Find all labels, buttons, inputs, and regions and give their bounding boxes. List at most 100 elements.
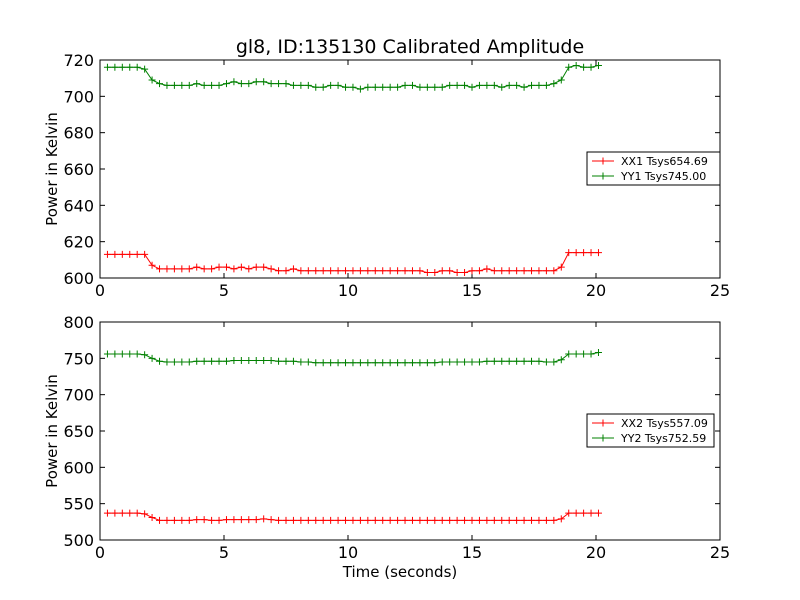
data-point xyxy=(364,267,372,275)
data-point xyxy=(170,358,178,366)
data-point xyxy=(178,81,186,89)
data-point xyxy=(505,81,513,89)
data-point xyxy=(468,516,476,524)
data-point xyxy=(565,63,573,71)
data-point xyxy=(304,358,312,366)
data-point xyxy=(401,516,409,524)
data-point xyxy=(237,357,245,365)
data-point xyxy=(475,516,483,524)
data-point xyxy=(111,509,119,517)
data-point xyxy=(371,267,379,275)
data-point xyxy=(528,516,536,524)
data-point xyxy=(215,263,223,271)
data-point xyxy=(275,80,283,88)
data-point xyxy=(327,516,335,524)
data-point xyxy=(282,267,290,275)
data-point xyxy=(193,357,201,365)
data-point xyxy=(297,516,305,524)
data-point xyxy=(111,350,119,358)
data-point xyxy=(498,83,506,91)
legend-marker xyxy=(599,157,607,165)
data-point xyxy=(557,76,565,84)
data-point xyxy=(453,358,461,366)
data-point xyxy=(103,250,111,258)
x-tick-label: 10 xyxy=(338,543,358,562)
data-point xyxy=(594,349,602,357)
data-point xyxy=(312,267,320,275)
data-point xyxy=(475,81,483,89)
y-axis-label: Power in Kelvin xyxy=(43,112,61,226)
data-point xyxy=(222,80,230,88)
y-tick-label: 500 xyxy=(63,531,94,550)
data-point xyxy=(371,83,379,91)
data-point xyxy=(587,350,595,358)
data-point xyxy=(319,267,327,275)
data-point xyxy=(379,267,387,275)
series-yy xyxy=(103,349,602,367)
data-point xyxy=(200,265,208,273)
data-point xyxy=(408,359,416,367)
data-point xyxy=(431,83,439,91)
data-point xyxy=(141,250,149,258)
data-point xyxy=(170,81,178,89)
data-point xyxy=(156,80,164,88)
data-point xyxy=(528,81,536,89)
data-point xyxy=(334,81,342,89)
data-point xyxy=(334,516,342,524)
data-point xyxy=(215,516,223,524)
data-point xyxy=(304,516,312,524)
data-point xyxy=(542,81,550,89)
data-point xyxy=(148,261,156,269)
data-point xyxy=(408,267,416,275)
data-point xyxy=(535,516,543,524)
data-point xyxy=(528,357,536,365)
data-point xyxy=(133,509,141,517)
data-point xyxy=(349,516,357,524)
data-point xyxy=(230,78,238,86)
data-point xyxy=(535,267,543,275)
data-point xyxy=(468,83,476,91)
data-point xyxy=(475,358,483,366)
data-point xyxy=(572,61,580,69)
data-point xyxy=(245,265,253,273)
data-point xyxy=(580,350,588,358)
data-point xyxy=(416,359,424,367)
data-point xyxy=(483,357,491,365)
data-point xyxy=(461,269,469,277)
y-tick-label: 720 xyxy=(63,51,94,70)
legend: XX2 Tsys557.09 YY2 Tsys752.59 xyxy=(586,413,715,448)
data-point xyxy=(275,516,283,524)
y-tick-label: 700 xyxy=(63,386,94,405)
data-point xyxy=(446,358,454,366)
data-point xyxy=(438,83,446,91)
legend-label: XX1 Tsys654.69 xyxy=(621,155,708,168)
data-point xyxy=(156,265,164,273)
data-point xyxy=(111,63,119,71)
data-point xyxy=(587,63,595,71)
x-tick-label: 20 xyxy=(586,281,606,300)
data-point xyxy=(289,516,297,524)
legend-marker xyxy=(599,172,607,180)
data-point xyxy=(304,267,312,275)
x-tick-label: 15 xyxy=(462,543,482,562)
top-chart-panel: 0 5 10 15 20 25 600 620 640 660 680 700 720 Power in … xyxy=(43,51,730,300)
data-point xyxy=(319,359,327,367)
data-point xyxy=(118,509,126,517)
data-point xyxy=(572,350,580,358)
x-tick-label: 0 xyxy=(95,543,105,562)
y-tick-label: 600 xyxy=(63,269,94,288)
data-point xyxy=(312,359,320,367)
data-point xyxy=(252,516,260,524)
data-point xyxy=(133,63,141,71)
data-point xyxy=(550,516,558,524)
data-point xyxy=(394,516,402,524)
data-point xyxy=(260,78,268,86)
data-point xyxy=(208,516,216,524)
data-point xyxy=(528,267,536,275)
legend-label: XX2 Tsys557.09 xyxy=(621,417,708,430)
data-point xyxy=(423,516,431,524)
data-point xyxy=(230,265,238,273)
data-point xyxy=(178,516,186,524)
data-point xyxy=(111,250,119,258)
data-point xyxy=(327,267,335,275)
